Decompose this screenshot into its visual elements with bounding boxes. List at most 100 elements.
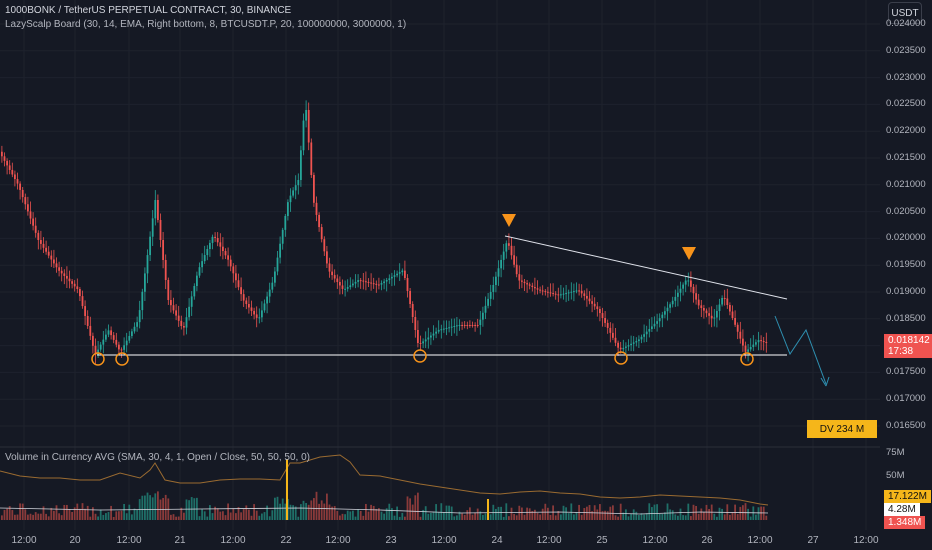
volume-bar bbox=[674, 514, 677, 520]
candle-body bbox=[692, 286, 695, 294]
candle-body bbox=[3, 156, 6, 161]
candle-body bbox=[482, 312, 484, 320]
volume-bar bbox=[391, 508, 393, 520]
volume-bar bbox=[1, 515, 3, 520]
time-axis-label: 12:00 bbox=[536, 535, 562, 546]
volume-bar bbox=[510, 507, 513, 520]
time-axis-label: 12:00 bbox=[11, 535, 37, 546]
volume-bar bbox=[188, 500, 190, 520]
candle-body bbox=[640, 336, 643, 340]
indicator-title[interactable]: LazyScalp Board (30, 14, EMA, Right bott… bbox=[5, 19, 407, 30]
candle-body bbox=[708, 313, 710, 316]
volume-bar bbox=[45, 513, 47, 520]
candle-body bbox=[276, 257, 279, 272]
candle-body bbox=[60, 270, 63, 274]
candle-body bbox=[157, 200, 159, 220]
candle-body bbox=[297, 180, 300, 186]
volume-bar bbox=[297, 516, 300, 520]
volume-bar bbox=[528, 508, 531, 520]
candle-body bbox=[58, 267, 60, 271]
currency-button[interactable]: USDT bbox=[888, 2, 922, 24]
time-axis-label: 25 bbox=[596, 535, 608, 546]
volume-bar bbox=[458, 511, 461, 520]
candle-body bbox=[443, 328, 445, 330]
candle-body bbox=[287, 202, 289, 216]
candle-body bbox=[557, 294, 560, 296]
volume-bar bbox=[635, 511, 638, 520]
candle-body bbox=[354, 281, 357, 284]
volume-bar bbox=[279, 503, 281, 520]
candle-body bbox=[81, 296, 84, 307]
candle-body bbox=[144, 273, 146, 292]
volume-bar bbox=[422, 509, 424, 520]
volume-bar bbox=[63, 504, 66, 520]
candle-body bbox=[599, 309, 601, 314]
volume-bar bbox=[523, 514, 526, 520]
volume-bar bbox=[34, 512, 37, 520]
candle-body bbox=[339, 282, 341, 286]
bar-countdown: 17:38 bbox=[888, 346, 914, 357]
candle-body bbox=[677, 292, 679, 297]
candle-body bbox=[492, 285, 495, 292]
volume-bar bbox=[331, 506, 333, 520]
volume-bar bbox=[120, 510, 123, 520]
candle-body bbox=[697, 299, 700, 306]
candle-body bbox=[622, 347, 625, 350]
candle-body bbox=[661, 314, 664, 319]
symbol-title[interactable]: 1000BONK / TetherUS PERPETUAL CONTRACT, … bbox=[5, 5, 292, 16]
volume-bar bbox=[552, 505, 554, 520]
candle-body bbox=[177, 315, 180, 321]
volume-indicator-title[interactable]: Volume in Currency AVG (SMA, 30, 4, 1, O… bbox=[5, 452, 310, 463]
volume-bar bbox=[570, 503, 573, 520]
volume-bar bbox=[170, 514, 172, 520]
volume-bar bbox=[344, 514, 346, 520]
volume-bar bbox=[380, 511, 383, 520]
volume-bar bbox=[638, 515, 640, 520]
volume-bar bbox=[604, 510, 606, 520]
time-axis-label: 12:00 bbox=[325, 535, 351, 546]
volume-bar bbox=[476, 508, 479, 520]
volume-bar bbox=[601, 511, 604, 520]
candle-body bbox=[497, 268, 500, 277]
candle-body bbox=[68, 278, 71, 282]
time-axis-label: 22 bbox=[280, 535, 292, 546]
volume-bar bbox=[502, 516, 505, 520]
volume-bar bbox=[313, 498, 315, 520]
volume-bar bbox=[32, 514, 34, 520]
volume-bar bbox=[175, 516, 177, 520]
current-price-value: 0.018142 bbox=[888, 335, 930, 346]
candle-body bbox=[502, 251, 505, 260]
volume-bar bbox=[144, 495, 146, 520]
volume-bar bbox=[123, 503, 125, 520]
price-axis-label: 0.019000 bbox=[886, 286, 926, 297]
volume-bar bbox=[268, 516, 271, 520]
candle-body bbox=[739, 331, 742, 339]
candle-body bbox=[1, 151, 3, 157]
price-axis-label: 0.019500 bbox=[886, 259, 926, 271]
candle-body bbox=[536, 288, 539, 290]
candle-body bbox=[635, 341, 638, 343]
volume-bar bbox=[432, 511, 435, 520]
volume-bar bbox=[411, 504, 414, 520]
candle-body bbox=[232, 266, 235, 274]
volume-bar bbox=[125, 513, 128, 520]
candle-body bbox=[248, 304, 250, 308]
volume-bar bbox=[157, 491, 159, 520]
candle-body bbox=[365, 281, 367, 283]
volume-bar bbox=[266, 505, 268, 520]
candle-body bbox=[391, 276, 393, 279]
volume-bar bbox=[679, 508, 682, 520]
time-axis-label: 12:00 bbox=[853, 535, 879, 546]
volume-bar bbox=[656, 504, 658, 520]
candle-body bbox=[440, 329, 443, 331]
candle-body bbox=[185, 317, 188, 328]
candle-body bbox=[255, 314, 258, 318]
candle-body bbox=[281, 229, 284, 244]
volume-bar bbox=[37, 513, 40, 520]
volume-bar bbox=[716, 516, 718, 520]
volume-bar bbox=[687, 503, 690, 520]
candle-body bbox=[671, 300, 674, 305]
volume-bar bbox=[183, 512, 185, 520]
candle-body bbox=[729, 305, 731, 312]
